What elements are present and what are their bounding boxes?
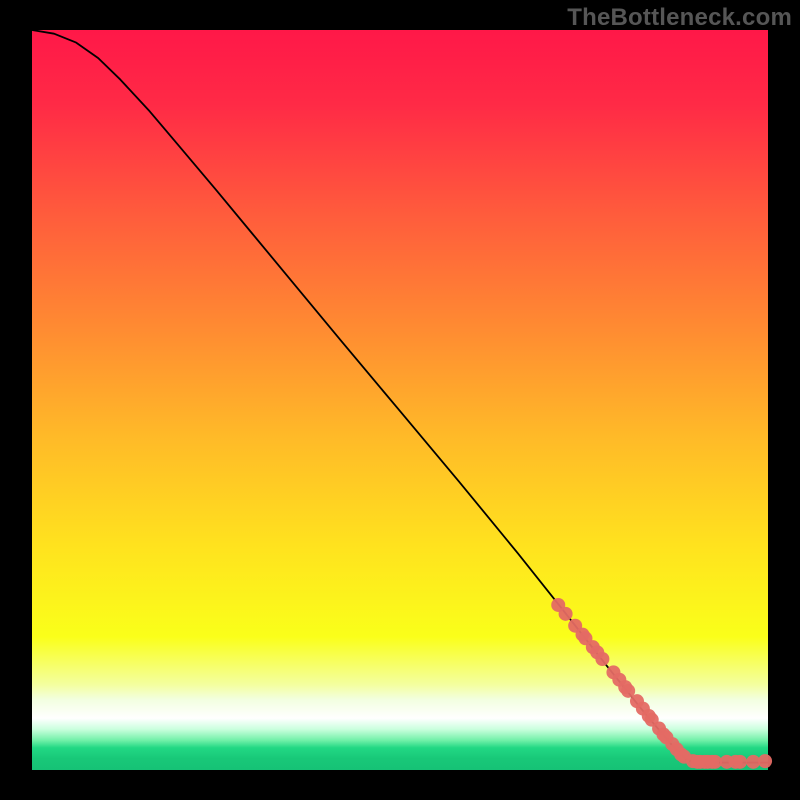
scatter-point [595,652,609,666]
scatter-point [733,755,747,769]
chart-svg [0,0,800,800]
scatter-point [559,607,573,621]
scatter-point [758,754,772,768]
gradient-background [32,30,768,770]
chart-root: TheBottleneck.com [0,0,800,800]
watermark-text: TheBottleneck.com [567,4,792,32]
